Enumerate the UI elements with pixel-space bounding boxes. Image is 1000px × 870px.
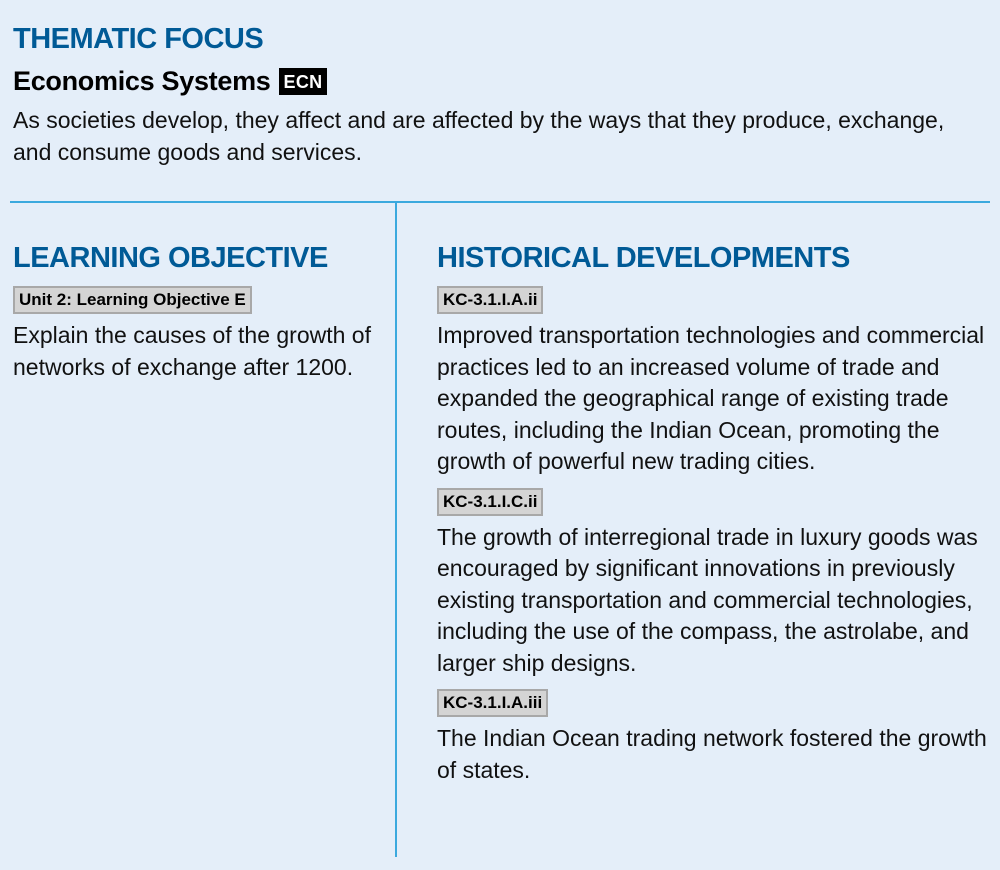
learning-objective-tag: Unit 2: Learning Objective E (13, 286, 252, 314)
thematic-focus-heading: THEMATIC FOCUS (13, 23, 264, 55)
historical-developments-column: HISTORICAL DEVELOPMENTS KC-3.1.I.A.ii Im… (437, 240, 987, 796)
key-concept-text: The Indian Ocean trading network fostere… (437, 725, 987, 783)
learning-objective-heading: LEARNING OBJECTIVE (13, 242, 328, 274)
horizontal-divider (10, 201, 990, 203)
economic-system-row: Economics Systems ECN (13, 64, 328, 98)
learning-objective-text: Explain the causes of the growth of netw… (13, 322, 371, 380)
key-concept-item: KC-3.1.I.C.ii The growth of interregiona… (437, 487, 987, 680)
thematic-description: As societies develop, they affect and ar… (13, 107, 945, 165)
key-concept-item: KC-3.1.I.A.ii Improved transportation te… (437, 286, 987, 478)
key-concept-tag: KC-3.1.I.C.ii (437, 487, 544, 516)
key-concept-text: The growth of interregional trade in lux… (437, 523, 978, 676)
key-concept-text: Improved transportation technologies and… (437, 322, 985, 474)
system-badge: ECN (278, 67, 328, 95)
key-concept-item: KC-3.1.I.A.iii The Indian Ocean trading … (437, 689, 987, 786)
system-name: Economics Systems (13, 65, 271, 96)
vertical-divider (395, 203, 397, 857)
key-concept-tag: KC-3.1.I.A.iii (437, 689, 549, 717)
key-concept-tag: KC-3.1.I.A.ii (437, 286, 544, 314)
learning-objective-column: LEARNING OBJECTIVE Unit 2: Learning Obje… (13, 240, 383, 393)
historical-developments-heading: HISTORICAL DEVELOPMENTS (437, 242, 850, 274)
